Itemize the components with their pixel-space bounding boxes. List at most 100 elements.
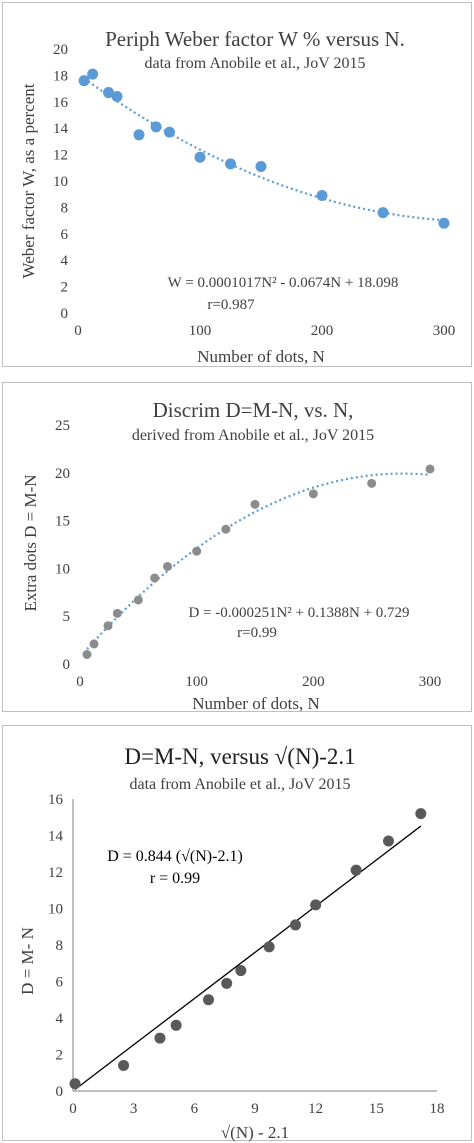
data-point: [255, 160, 267, 172]
data-point: [69, 1078, 81, 1090]
data-point: [118, 1059, 130, 1071]
x-tick-label: 100: [189, 323, 212, 339]
trendline: [86, 472, 431, 650]
data-point: [164, 126, 175, 138]
y-tick-label: 2: [56, 1048, 64, 1064]
x-tick-label: 200: [302, 674, 325, 690]
data-point: [133, 129, 145, 141]
chart-title: D=M-N, versus √(N)-2.1: [124, 744, 355, 769]
data-point: [367, 478, 377, 488]
y-tick-label: 20: [55, 466, 70, 482]
y-tick-label: 12: [53, 148, 68, 164]
y-axis-label: Extra dots D = M-N: [21, 474, 40, 611]
y-tick-label: 4: [56, 1011, 64, 1027]
x-tick-label: 0: [74, 323, 82, 339]
data-point: [78, 75, 90, 87]
y-tick-label: 10: [55, 561, 70, 577]
data-point: [310, 899, 322, 911]
x-tick-label: 300: [419, 674, 442, 690]
trendline: [74, 825, 422, 1090]
data-point: [170, 1019, 182, 1031]
x-tick-label: 18: [430, 1101, 445, 1117]
y-tick-label: 18: [53, 68, 68, 84]
data-point: [225, 158, 236, 170]
x-tick-label: 15: [369, 1101, 384, 1117]
data-point: [154, 1032, 166, 1044]
data-point: [103, 87, 114, 99]
data-point: [89, 639, 99, 649]
data-point: [103, 621, 113, 631]
chart-subtitle: derived from Anobile et al., JoV 2015: [132, 427, 374, 444]
trendline-equation: W = 0.0001017N² - 0.0674N + 18.098: [168, 275, 399, 291]
correlation-label: r=0.99: [237, 625, 277, 641]
correlation-label: r = 0.99: [150, 870, 200, 887]
chart-subtitle: data from Anobile et al., JoV 2015: [145, 55, 366, 72]
data-point: [202, 994, 214, 1006]
y-tick-label: 8: [61, 200, 69, 216]
data-point: [289, 919, 301, 931]
data-point: [415, 808, 427, 820]
chart-panel-sqrt: D=M-N, versus √(N)-2.1 data from Anobile…: [2, 725, 472, 1142]
y-tick-label: 8: [56, 938, 64, 954]
data-point: [438, 217, 450, 229]
y-tick-label: 20: [53, 42, 68, 58]
data-point: [350, 864, 362, 876]
data-point: [316, 190, 328, 202]
data-point: [382, 835, 394, 847]
data-point: [250, 499, 260, 509]
x-tick-label: 0: [69, 1101, 77, 1117]
trendline-equation: D = 0.844 (√(N)-2.1): [107, 848, 243, 865]
x-tick-label: 9: [251, 1101, 259, 1117]
y-tick-label: 4: [61, 253, 69, 269]
x-axis-label: Number of dots, N: [192, 694, 319, 713]
data-point: [150, 121, 162, 133]
data-point: [425, 464, 435, 474]
y-tick-label: 16: [48, 792, 64, 808]
data-point: [82, 649, 92, 659]
x-tick-label: 3: [130, 1101, 138, 1117]
data-point: [111, 91, 123, 103]
x-tick-label: 100: [185, 674, 208, 690]
trendline: [83, 77, 445, 222]
x-axis-label: Number of dots, N: [197, 347, 324, 366]
x-tick-label: 12: [308, 1101, 323, 1117]
data-point: [133, 595, 143, 605]
data-point: [194, 151, 206, 163]
y-tick-label: 0: [61, 306, 69, 322]
y-tick-label: 0: [56, 1084, 64, 1100]
chart-panel-weber: Periph Weber factor W % versus N. data f…: [2, 2, 472, 367]
data-point: [221, 977, 233, 989]
y-tick-label: 15: [55, 514, 70, 530]
discrim-chart-svg: Discrim D=M-N, vs. N, derived from Anobi…: [21, 398, 442, 713]
chart-title: Periph Weber factor W % versus N.: [105, 27, 405, 51]
data-point: [221, 524, 231, 534]
chart-subtitle: data from Anobile et al., JoV 2015: [130, 776, 351, 793]
y-tick-label: 12: [48, 865, 63, 881]
data-point: [192, 546, 202, 556]
trendline-equation: D = -0.000251N² + 0.1388N + 0.729: [188, 605, 409, 621]
data-point: [150, 573, 160, 583]
data-point: [163, 561, 172, 571]
y-tick-label: 16: [53, 95, 69, 111]
sqrt-chart-svg: D=M-N, versus √(N)-2.1 data from Anobile…: [18, 744, 445, 1142]
data-point: [308, 489, 318, 499]
x-axis-label: √(N) - 2.1: [221, 1123, 289, 1142]
x-tick-label: 0: [76, 674, 84, 690]
x-tick-label: 6: [191, 1101, 199, 1117]
weber-chart-svg: Periph Weber factor W % versus N. data f…: [19, 27, 456, 366]
data-point: [377, 207, 389, 219]
data-point: [235, 965, 247, 977]
y-axis-label: Weber factor W, as a percent: [19, 83, 38, 278]
data-point: [263, 941, 275, 953]
data-point: [87, 68, 99, 80]
y-tick-label: 5: [63, 609, 71, 625]
y-tick-label: 2: [61, 280, 69, 296]
chart-title: Discrim D=M-N, vs. N,: [153, 398, 354, 422]
y-axis-label: D = M- N: [18, 927, 37, 995]
chart-panel-discrim: Discrim D=M-N, vs. N, derived from Anobi…: [2, 382, 472, 713]
y-tick-label: 0: [63, 657, 71, 673]
correlation-label: r=0.987: [207, 297, 255, 313]
y-tick-label: 10: [48, 902, 63, 918]
y-tick-label: 14: [48, 829, 64, 845]
x-tick-label: 300: [433, 323, 456, 339]
